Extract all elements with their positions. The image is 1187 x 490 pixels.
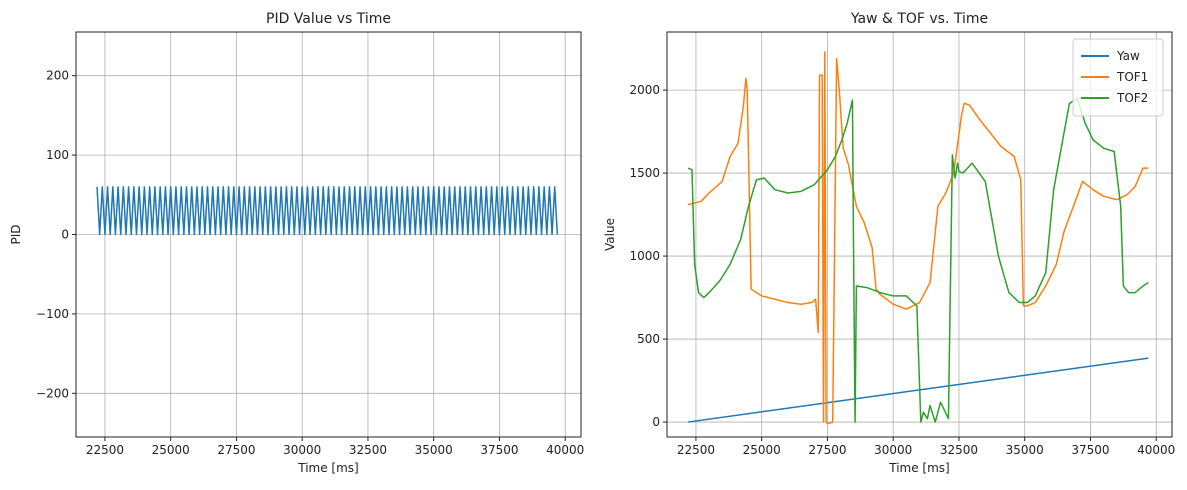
x-tick-label: 35000 — [1006, 443, 1044, 457]
y-tick-label: −200 — [36, 386, 69, 400]
x-tick-label: 40000 — [546, 443, 584, 457]
y-tick-label: 2000 — [629, 83, 660, 97]
x-tick-label: 35000 — [415, 443, 453, 457]
series-line-0 — [96, 186, 559, 236]
legend-label-tof1: TOF1 — [1116, 70, 1148, 84]
x-tick-label: 32500 — [940, 443, 978, 457]
x-tick-label: 27500 — [217, 443, 255, 457]
x-tick-label: 25000 — [743, 443, 781, 457]
x-tick-label: 25000 — [152, 443, 190, 457]
x-tick-label: 37500 — [1071, 443, 1109, 457]
legend: Yaw TOF1 TOF2 — [1072, 38, 1164, 117]
legend-label-tof2: TOF2 — [1116, 91, 1148, 105]
y-tick-label: 200 — [46, 69, 69, 83]
y-tick-label: 0 — [61, 228, 69, 242]
x-tick-label: 37500 — [480, 443, 518, 457]
legend-label-yaw: Yaw — [1116, 49, 1140, 63]
y-tick-label: 1000 — [629, 249, 660, 263]
y-tick-label: −100 — [36, 307, 69, 321]
x-tick-label: 22500 — [677, 443, 715, 457]
y-tick-label: 500 — [637, 332, 660, 346]
y-axis-label: Value — [603, 218, 617, 251]
x-tick-label: 30000 — [874, 443, 912, 457]
x-tick-label: 22500 — [86, 443, 124, 457]
y-tick-label: 0 — [652, 415, 660, 429]
x-tick-label: 40000 — [1137, 443, 1175, 457]
y-tick-label: 1500 — [629, 166, 660, 180]
x-axis-label: Time [ms] — [888, 461, 950, 475]
x-tick-label: 32500 — [349, 443, 387, 457]
chart-1: 22500 25000 27500 30000 32500 35000 37500 40000… — [603, 11, 1175, 475]
legend-box — [1072, 38, 1164, 117]
series-line-tof1 — [687, 51, 1149, 425]
plot-frame — [666, 31, 1173, 438]
series-group — [96, 186, 559, 236]
x-tick-label: 27500 — [808, 443, 846, 457]
x-tick-label: 30000 — [283, 443, 321, 457]
chart-title: PID Value vs Time — [266, 11, 391, 27]
y-axis-label: PID — [9, 224, 23, 244]
y-tick-label: 100 — [46, 148, 69, 162]
chart-0: 22500 25000 27500 30000 32500 35000 37500 40000… — [9, 11, 584, 475]
x-axis-label: Time [ms] — [297, 461, 359, 475]
chart-title: Yaw & TOF vs. Time — [850, 11, 988, 27]
series-line-tof2 — [687, 97, 1149, 423]
series-line-yaw — [687, 357, 1149, 423]
